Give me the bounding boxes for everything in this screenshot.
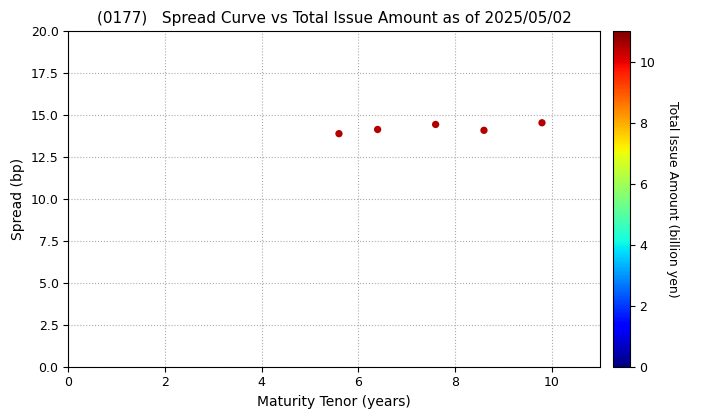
Point [333, 130, 345, 137]
Title: (0177)   Spread Curve vs Total Issue Amount as of 2025/05/02: (0177) Spread Curve vs Total Issue Amoun… [96, 11, 572, 26]
Point [536, 119, 548, 126]
Point [478, 127, 490, 134]
Y-axis label: Spread (bp): Spread (bp) [11, 158, 25, 240]
X-axis label: Maturity Tenor (years): Maturity Tenor (years) [257, 395, 411, 409]
Point [430, 121, 441, 128]
Point [372, 126, 383, 133]
Y-axis label: Total Issue Amount (billion yen): Total Issue Amount (billion yen) [666, 101, 679, 297]
